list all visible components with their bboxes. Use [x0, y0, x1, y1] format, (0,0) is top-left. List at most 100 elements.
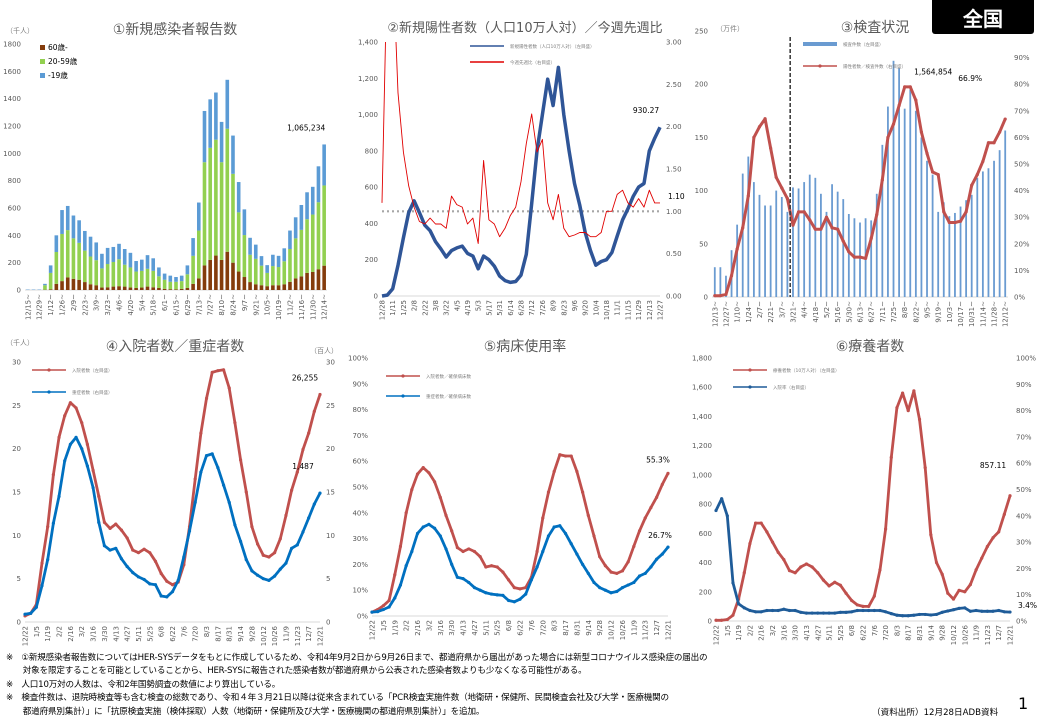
y-right-tick-label: 100% [1016, 355, 1036, 363]
y-right-tick-label: 0% [1016, 618, 1027, 626]
data-point [290, 488, 294, 492]
legend-label: 陽性者数／検査件数（右目盛） [843, 63, 906, 70]
series-line [24, 368, 322, 618]
data-point [255, 542, 260, 546]
data-point [637, 529, 642, 533]
data-point [632, 580, 636, 585]
bar [191, 238, 195, 256]
bar [842, 199, 845, 297]
data-point [847, 250, 851, 254]
data-point [91, 468, 95, 472]
data-point [216, 369, 220, 373]
data-point [575, 469, 579, 474]
x-tick-label: 12/7 [995, 625, 1003, 641]
data-point [1002, 610, 1006, 614]
bar [322, 265, 326, 290]
data-point [199, 470, 203, 474]
data-point [816, 611, 820, 615]
bar [836, 191, 839, 297]
data-point [655, 495, 659, 499]
bar [65, 230, 70, 278]
data-point [850, 598, 854, 603]
footnote-3-cont: 都道府県別集計）」に「抗原検査実施（検体採取）人数（地衛研・保健所及び大学・医療… [6, 707, 485, 717]
data-point [836, 227, 840, 231]
y-right-tick-label: 70% [1016, 433, 1032, 441]
series-1 [43, 251, 326, 290]
bar [100, 287, 104, 290]
x-tick-label: 12/22 [22, 626, 30, 646]
series-1 [714, 389, 1012, 622]
data-point [891, 122, 896, 126]
data-point [193, 500, 197, 504]
legend-label: 60歳- [48, 42, 68, 52]
data-point [833, 580, 837, 584]
x-tick-label: 10/31~ [968, 301, 976, 327]
legend-marker [818, 64, 822, 68]
x-tick-label: 9/14 [237, 625, 245, 641]
data-point [80, 447, 84, 451]
data-point [964, 210, 968, 214]
y-left-tick-label: 1000 [3, 150, 21, 158]
data-point [114, 522, 118, 526]
data-point [660, 552, 664, 556]
x-tick-label: 4/13 [112, 626, 120, 642]
x-tick-label: 9/7~ [241, 294, 249, 311]
data-point [643, 571, 647, 576]
data-point [398, 544, 403, 548]
y-left-tick-label: 1,800 [692, 355, 712, 363]
chart-3: 0 50 100 150 200 250 0% 10% 20% 30% 40% 50% 60% 70% 80… [695, 28, 1035, 328]
x-tick-label: 5/2~ [823, 301, 831, 318]
x-tick-label: 12/13 [646, 300, 654, 320]
legend-label: 新規陽性者数（人口10万人対）（左目盛） [510, 43, 594, 50]
data-point [307, 516, 311, 520]
y-left-tick-label: 10 [12, 532, 21, 540]
data-point [900, 614, 905, 618]
legend: 検査件数（左目盛） 陽性者数／検査件数（右目盛） [803, 41, 906, 70]
x-tick-label: 9/5~ [924, 301, 932, 318]
data-point [827, 611, 831, 615]
x-tick-label: 7/12 [528, 300, 536, 316]
bar [236, 271, 241, 290]
x-tick-label: 2/2 [746, 625, 754, 636]
bar [769, 205, 772, 297]
bar [1004, 130, 1007, 297]
legend-swatch [40, 45, 45, 50]
x-tick-label: 12/29~ [36, 294, 44, 320]
x-tick-label: 7/6 [871, 624, 879, 636]
footnote-1: ※ ①新規感染者報告数についてはHER-SYSデータをもとに作成しているため、令… [6, 653, 708, 663]
x-tick-label: 6/22 [860, 625, 868, 641]
x-tick-label: 11/15 [624, 300, 632, 320]
bar [931, 174, 934, 297]
x-tick-label: 8/22~ [912, 301, 920, 323]
x-tick-label: 11/14~ [979, 301, 987, 327]
bar [965, 200, 968, 297]
x-tick-label: 3/21~ [789, 301, 797, 323]
x-tick-label: 8/3 [551, 620, 559, 631]
data-point [238, 539, 243, 544]
data-point [273, 574, 277, 578]
bar [299, 276, 304, 290]
data-point [912, 613, 916, 617]
x-tick-label: 3/30 [101, 626, 109, 642]
bar [814, 177, 817, 297]
bar [282, 261, 287, 285]
data-point [880, 178, 884, 182]
data-point [914, 98, 918, 102]
data-point [586, 571, 590, 576]
data-point [884, 527, 888, 531]
data-point [810, 611, 814, 615]
data-point [861, 608, 865, 613]
data-point [748, 541, 752, 546]
data-point [878, 608, 882, 613]
data-point [57, 435, 61, 439]
series-2 [43, 128, 326, 290]
data-point [906, 614, 910, 618]
data-point [985, 609, 989, 613]
data-point [444, 547, 448, 551]
bar [282, 284, 287, 290]
y-right-tick-label: 80% [1014, 81, 1030, 89]
bar [71, 278, 76, 290]
y-right-tick-label: 0.50 [666, 250, 682, 258]
x-tick-label: 5/11 [135, 626, 143, 642]
bar [310, 271, 315, 290]
